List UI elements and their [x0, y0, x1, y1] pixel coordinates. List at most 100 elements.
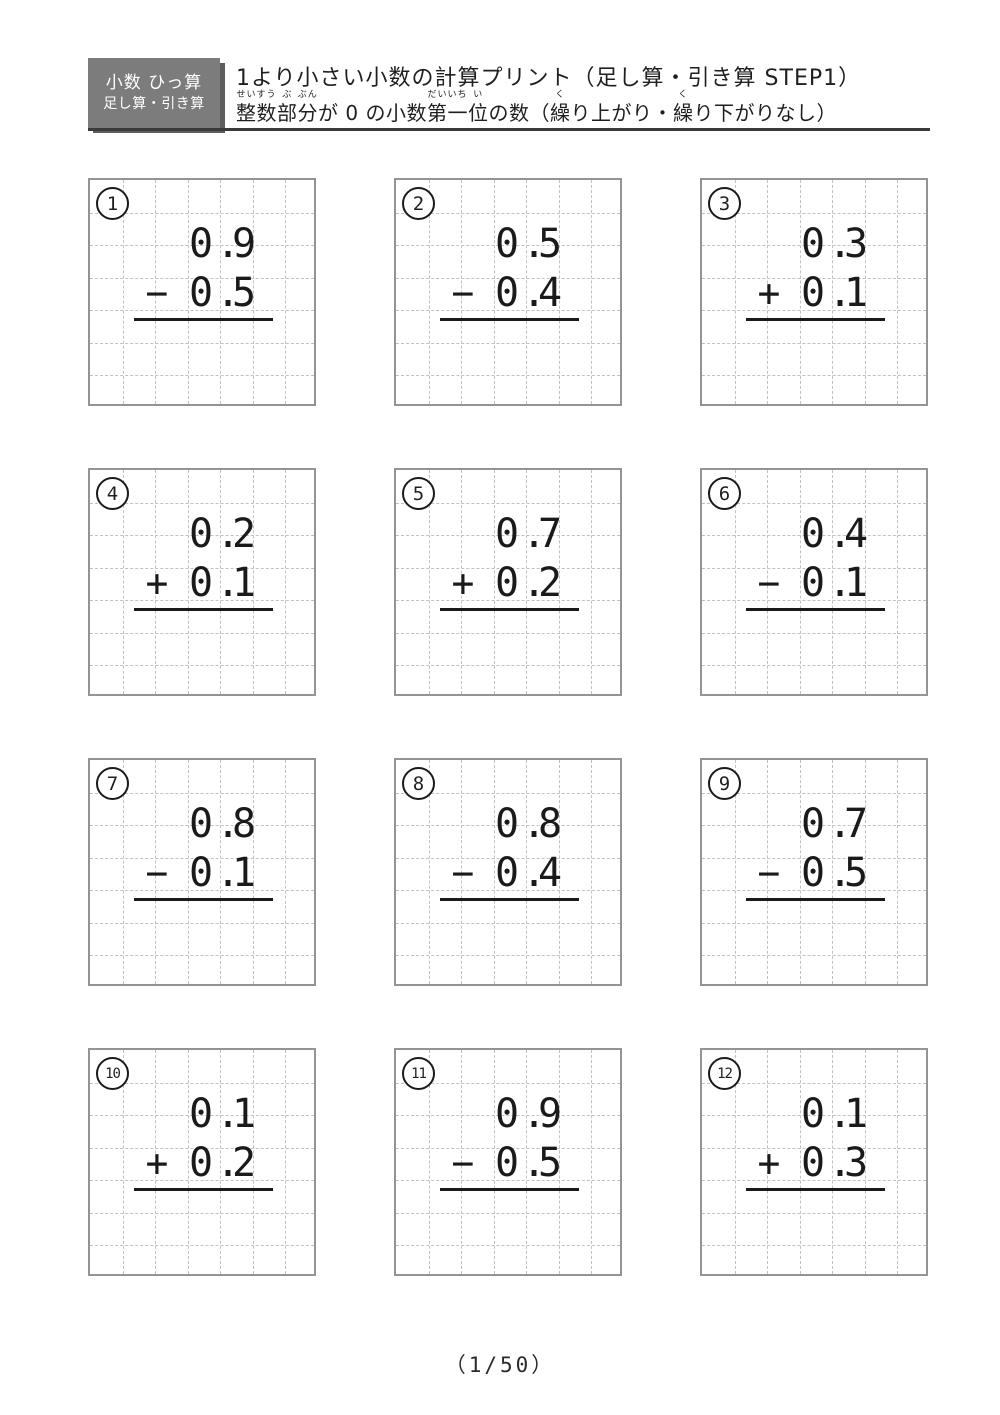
digit: 9: [231, 221, 257, 267]
answer-line: [746, 318, 885, 321]
grid-line-vertical: [864, 760, 866, 984]
grid-line-vertical: [187, 470, 189, 694]
top-operand: 0.5: [492, 222, 565, 266]
problem-number: 1: [96, 187, 129, 220]
worksheet-subtitle: せいすう 整数ぶ部ぶん分 が 0 の小数 だいいち 第一い位 の数（く繰 り上がり・く…: [236, 90, 837, 125]
bottom-operand: 0.4: [492, 851, 565, 895]
grid-line-vertical: [591, 470, 593, 694]
decimal-point: .: [522, 270, 547, 316]
grid-line-horizontal: [90, 1180, 314, 1182]
decimal-point: .: [828, 560, 853, 606]
decimal-point: .: [216, 1091, 241, 1137]
decimal-point: .: [216, 511, 241, 557]
grid-line-vertical: [428, 470, 430, 694]
grid-line-vertical: [734, 470, 736, 694]
answer-line: [134, 898, 273, 901]
furigana: だいいち: [427, 90, 468, 100]
answer-line: [134, 318, 273, 321]
grid-line-vertical: [591, 1050, 593, 1274]
grid-line-vertical: [526, 1050, 528, 1274]
grid-line-vertical: [220, 180, 222, 404]
decimal-point: .: [522, 221, 547, 267]
grid-line-horizontal: [396, 665, 620, 667]
subtitle-text: 第一: [426, 101, 468, 125]
subtitle-text: り上がり・: [570, 101, 673, 125]
decimal-point: .: [522, 1140, 547, 1186]
minus-operator: −: [145, 851, 169, 895]
grid-line-vertical: [493, 180, 495, 404]
subtitle-segment: せいすう 整数: [236, 90, 277, 125]
digit: 1: [231, 560, 257, 606]
digit: 3: [843, 1140, 869, 1186]
grid-line-horizontal: [90, 1082, 314, 1084]
grid-line-horizontal: [396, 1245, 620, 1247]
problem-box-5: 5 0. 7 0. 2 +: [394, 468, 622, 696]
minus-operator: −: [757, 561, 781, 605]
digit: 0: [494, 1091, 520, 1137]
grid-line-horizontal: [90, 245, 314, 247]
grid-line-vertical: [897, 1050, 899, 1274]
minus-operator: −: [145, 271, 169, 315]
digit: 0: [800, 1140, 826, 1186]
grid-line-vertical: [832, 760, 834, 984]
grid-line-horizontal: [702, 922, 926, 924]
bottom-operand: 0.5: [492, 1141, 565, 1185]
plus-operator: +: [757, 1141, 781, 1185]
grid-line-horizontal: [702, 1180, 926, 1182]
minus-operator: −: [451, 1141, 475, 1185]
subtitle-segment: い位: [468, 90, 489, 125]
badge-line1: 小数 ひっ算: [105, 73, 203, 93]
top-operand: 0.9: [492, 1092, 565, 1136]
grid-line-vertical: [591, 180, 593, 404]
problem-box-7: 7 0. 8 0. 1−: [88, 758, 316, 986]
digit: 0: [188, 801, 214, 847]
grid-line-horizontal: [396, 922, 620, 924]
grid-line-horizontal: [396, 1147, 620, 1149]
grid-line-horizontal: [702, 245, 926, 247]
decimal-point: .: [216, 850, 241, 896]
digit: 2: [537, 560, 563, 606]
grid-line-horizontal: [702, 375, 926, 377]
grid-line-horizontal: [90, 922, 314, 924]
decimal-point: .: [216, 560, 241, 606]
grid-line-vertical: [734, 180, 736, 404]
top-operand: 0.8: [186, 802, 259, 846]
grid-line-vertical: [767, 180, 769, 404]
bottom-operand: 0.5: [798, 851, 871, 895]
decimal-point: .: [216, 1140, 241, 1186]
subtitle-segment: ぶ部: [277, 90, 298, 125]
grid-line-horizontal: [702, 502, 926, 504]
problem-box-1: 1 0. 9 0. 5−: [88, 178, 316, 406]
digit: 1: [843, 560, 869, 606]
digit: 0: [188, 221, 214, 267]
digit: 5: [537, 1140, 563, 1186]
problem-number: 12: [708, 1057, 741, 1090]
worksheet-category-badge: 小数 ひっ算 足し算・引き算: [88, 58, 220, 128]
digit: 0: [188, 560, 214, 606]
subtitle-text: が 0 の小数: [318, 101, 427, 125]
problem-box-10: 10 0. 1 0. 2 +: [88, 1048, 316, 1276]
grid-line-vertical: [122, 470, 124, 694]
grid-line-vertical: [122, 180, 124, 404]
grid-line-horizontal: [396, 502, 620, 504]
top-operand: 0.1: [186, 1092, 259, 1136]
grid-line-horizontal: [90, 890, 314, 892]
digit: 0: [800, 560, 826, 606]
subtitle-segment: り下がりなし）: [693, 90, 837, 125]
grid-line-horizontal: [90, 277, 314, 279]
grid-line-vertical: [897, 470, 899, 694]
header-divider: [88, 128, 930, 131]
grid-line-vertical: [767, 1050, 769, 1274]
subtitle-text: 位: [467, 101, 489, 125]
grid-line-horizontal: [396, 857, 620, 859]
grid-line-vertical: [558, 180, 560, 404]
problem-box-2: 2 0. 5 0. 4−: [394, 178, 622, 406]
digit: 0: [494, 850, 520, 896]
digit: 0: [800, 801, 826, 847]
furigana: く: [555, 90, 566, 100]
problem-box-4: 4 0. 2 0. 1 +: [88, 468, 316, 696]
grid-line-horizontal: [396, 792, 620, 794]
grid-line-vertical: [799, 180, 801, 404]
digit: 0: [800, 850, 826, 896]
